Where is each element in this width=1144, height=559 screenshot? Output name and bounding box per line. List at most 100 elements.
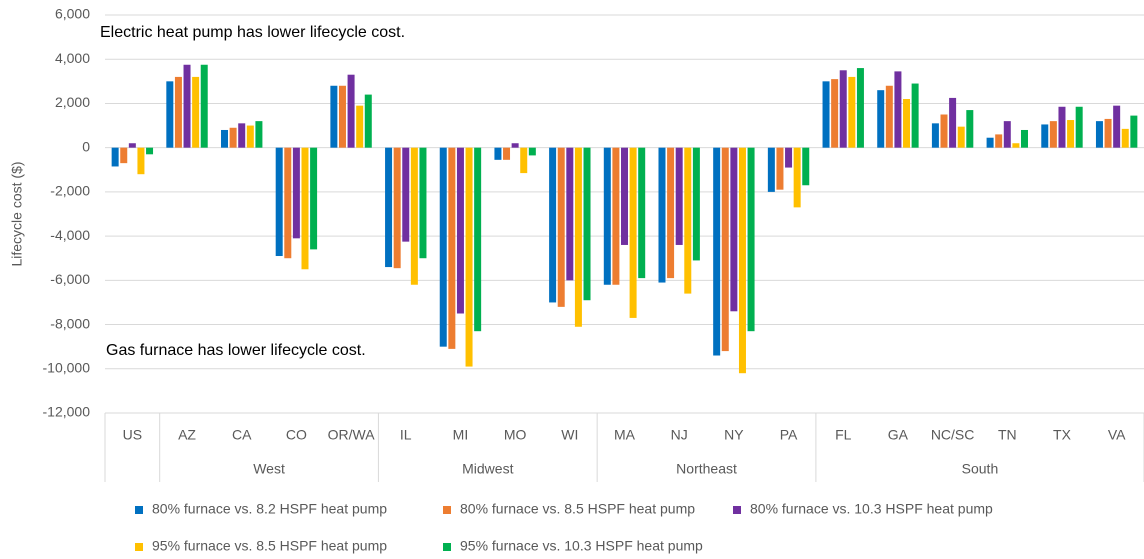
y-tick-label: -6,000 xyxy=(50,271,90,287)
bar xyxy=(894,71,902,148)
bar xyxy=(877,90,885,148)
bar xyxy=(292,147,300,239)
y-tick-label: 4,000 xyxy=(55,50,90,66)
bar xyxy=(785,147,793,168)
bar xyxy=(621,147,628,245)
bar xyxy=(684,147,692,294)
bar xyxy=(511,143,519,148)
bar xyxy=(229,127,237,148)
bar xyxy=(419,147,427,259)
bar xyxy=(1095,121,1103,148)
bar xyxy=(557,147,565,307)
x-tick-label: NC/SC xyxy=(931,427,975,443)
legend-swatch xyxy=(443,543,451,551)
bar xyxy=(574,147,582,327)
x-tick-label: US xyxy=(123,427,142,443)
bar xyxy=(675,147,683,245)
y-axis-label: Lifecycle cost ($) xyxy=(9,161,25,266)
bar xyxy=(166,81,174,148)
bar xyxy=(246,125,254,148)
x-tick-label: CO xyxy=(286,427,307,443)
bar xyxy=(1075,106,1083,148)
bar xyxy=(1113,105,1121,148)
bar xyxy=(338,85,346,148)
bar xyxy=(848,76,856,148)
y-tick-label: 2,000 xyxy=(55,94,90,110)
bar xyxy=(549,147,557,303)
bar xyxy=(957,126,965,148)
x-tick-label: IL xyxy=(400,427,412,443)
group-label: Midwest xyxy=(462,461,513,477)
bar xyxy=(911,83,919,148)
y-tick-label: 6,000 xyxy=(55,6,90,22)
bar xyxy=(638,147,646,279)
bar xyxy=(940,114,948,148)
bar xyxy=(284,147,292,259)
legend-label: 95% furnace vs. 10.3 HSPF heat pump xyxy=(460,538,703,554)
x-tick-label: GA xyxy=(888,427,909,443)
bar xyxy=(1020,129,1028,148)
bar xyxy=(603,147,611,285)
bar xyxy=(831,79,839,148)
bar xyxy=(692,147,700,261)
legend-label: 80% furnace vs. 10.3 HSPF heat pump xyxy=(750,501,993,517)
bar xyxy=(520,147,528,174)
annotation: Electric heat pump has lower lifecycle c… xyxy=(100,24,405,41)
bar xyxy=(146,147,154,155)
bar xyxy=(822,81,830,148)
bar xyxy=(802,147,810,186)
bar xyxy=(931,123,939,148)
bar xyxy=(200,64,208,148)
bar xyxy=(120,147,128,164)
bar xyxy=(385,147,393,268)
bar xyxy=(903,99,911,148)
y-tick-label: 0 xyxy=(82,138,90,154)
bar xyxy=(721,147,729,352)
bar xyxy=(612,147,620,285)
bar xyxy=(949,97,957,148)
bar xyxy=(255,121,263,148)
x-tick-label: NY xyxy=(724,427,744,443)
x-tick-label: TX xyxy=(1053,427,1072,443)
bar xyxy=(776,147,784,190)
bar xyxy=(137,147,145,175)
bar xyxy=(111,147,119,167)
group-label: West xyxy=(253,461,285,477)
bar xyxy=(503,147,511,160)
legend-swatch xyxy=(733,506,741,514)
bar xyxy=(995,134,1003,148)
bar xyxy=(410,147,418,285)
bar xyxy=(1130,115,1138,148)
bar xyxy=(347,74,355,148)
bar xyxy=(747,147,755,332)
bar xyxy=(738,147,746,374)
bar xyxy=(402,147,410,242)
x-tick-label: TN xyxy=(998,427,1017,443)
bar xyxy=(629,147,637,318)
y-tick-label: -8,000 xyxy=(50,315,90,331)
legend-label: 80% furnace vs. 8.5 HSPF heat pump xyxy=(460,501,695,517)
bar xyxy=(128,143,136,148)
y-tick-label: -10,000 xyxy=(43,359,91,375)
annotation: Gas furnace has lower lifecycle cost. xyxy=(106,342,366,359)
bar xyxy=(1041,124,1049,148)
bar xyxy=(966,110,974,148)
bar xyxy=(566,147,574,281)
x-tick-label: WI xyxy=(561,427,578,443)
x-tick-label: AZ xyxy=(178,427,196,443)
bar xyxy=(356,105,364,148)
bar xyxy=(986,137,994,148)
bar xyxy=(1012,143,1020,148)
legend-label: 95% furnace vs. 8.5 HSPF heat pump xyxy=(152,538,387,554)
bar xyxy=(439,147,447,347)
x-tick-label: MA xyxy=(614,427,636,443)
bar xyxy=(730,147,738,312)
bar xyxy=(667,147,675,279)
bar xyxy=(310,147,318,250)
bar xyxy=(465,147,473,367)
bar xyxy=(474,147,482,332)
bar xyxy=(856,68,864,148)
x-tick-label: NJ xyxy=(671,427,688,443)
bar xyxy=(528,147,536,156)
